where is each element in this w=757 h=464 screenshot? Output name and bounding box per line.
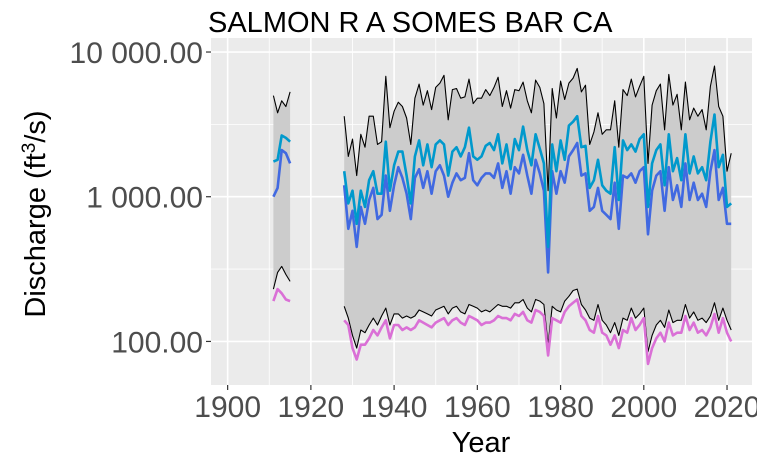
axes: 100.00 1 000.00 10 000.00 1900 1920 1940 1960 1… xyxy=(70,37,757,424)
y-tick-label: 10 000.00 xyxy=(70,37,203,70)
range-ribbons xyxy=(273,66,732,352)
range-ribbon xyxy=(273,91,291,290)
chart-title: SALMON R A SOMES BAR CA xyxy=(208,7,613,39)
mean-series-line xyxy=(272,134,291,163)
x-tick-label: 2000 xyxy=(610,391,677,424)
x-tick-label: 1920 xyxy=(278,391,345,424)
y-tick-label: 1 000.00 xyxy=(86,182,203,215)
x-tick-label: 1900 xyxy=(194,391,261,424)
series-lines xyxy=(272,65,733,366)
min7-series-line xyxy=(343,298,733,366)
min7-series-line xyxy=(272,287,291,303)
x-axis-title: Year xyxy=(452,427,511,459)
x-tick-label: 1980 xyxy=(527,391,594,424)
y-axis-title: Discharge (ft3/s) xyxy=(19,110,53,317)
max-series-line xyxy=(272,91,291,114)
y-tick-label: 100.00 xyxy=(111,326,203,359)
median-series-line xyxy=(342,141,732,274)
mean-series-line xyxy=(342,113,733,249)
x-tick-label: 1940 xyxy=(361,391,428,424)
x-tick-label: 2020 xyxy=(694,391,757,424)
max-series-line xyxy=(343,65,732,192)
range-ribbon xyxy=(344,66,732,352)
min-series-line xyxy=(343,288,732,353)
x-tick-label: 1960 xyxy=(444,391,511,424)
min-series-line xyxy=(272,265,291,290)
median-series-line xyxy=(272,148,292,198)
